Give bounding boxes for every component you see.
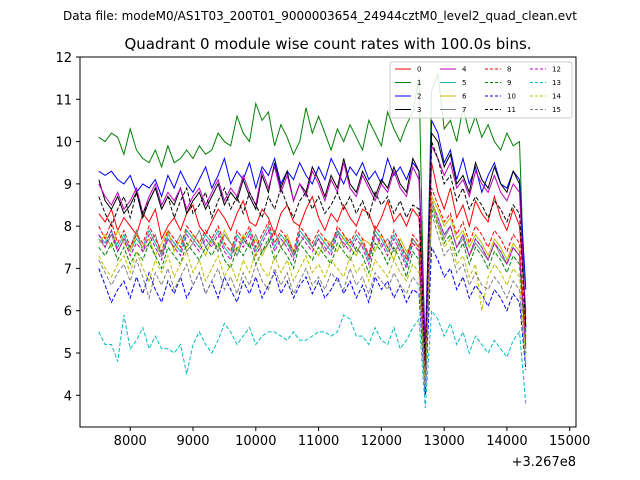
y-tick-label: 11 — [55, 93, 72, 108]
x-tick-label: 14000 — [486, 434, 527, 449]
legend-label-11: 11 — [507, 106, 516, 114]
x-offset-label: +3.267e8 — [512, 455, 576, 470]
legend-label-13: 13 — [552, 79, 561, 87]
y-axis: 4 5 6 7 8 9 10 11 12 — [55, 51, 80, 404]
series-line-12 — [98, 200, 527, 383]
legend-label-14: 14 — [552, 93, 561, 101]
legend-label-15: 15 — [552, 106, 561, 114]
series-line-15 — [98, 213, 527, 392]
x-tick-label: 10000 — [235, 434, 276, 449]
legend-label-8: 8 — [507, 66, 511, 74]
chart-title: Quadrant 0 module wise count rates with … — [124, 35, 531, 53]
series-line-3 — [98, 131, 527, 362]
legend-label-5: 5 — [462, 79, 466, 87]
legend-label-1: 1 — [417, 79, 421, 87]
series-line-4 — [98, 145, 527, 354]
x-tick-label: 11000 — [298, 434, 339, 449]
series-line-0 — [98, 162, 527, 354]
legend-box — [389, 61, 573, 119]
x-tick-label: 12000 — [361, 434, 402, 449]
x-tick-label: 8000 — [114, 434, 147, 449]
x-tick-label: 13000 — [423, 434, 464, 449]
y-tick-label: 6 — [64, 305, 72, 320]
series-line-8 — [98, 187, 527, 379]
series-line-14 — [98, 196, 527, 387]
y-tick-label: 4 — [64, 389, 72, 404]
y-tick-label: 9 — [64, 178, 72, 193]
plot-lines — [98, 73, 527, 409]
series-line-13 — [98, 309, 527, 409]
legend-label-2: 2 — [417, 93, 421, 101]
x-tick-label: 9000 — [176, 434, 209, 449]
plot-frame — [79, 56, 577, 428]
series-line-9 — [98, 209, 527, 392]
legend-label-0: 0 — [417, 66, 421, 74]
legend-label-4: 4 — [462, 66, 467, 74]
legend-label-7: 7 — [462, 106, 466, 114]
legend-label-6: 6 — [462, 93, 467, 101]
series-line-2 — [98, 120, 527, 345]
y-tick-label: 5 — [64, 347, 72, 362]
legend-label-3: 3 — [417, 106, 421, 114]
y-tick-label: 8 — [64, 220, 72, 235]
x-tick-label: 15000 — [549, 434, 590, 449]
series-line-10 — [98, 247, 527, 396]
legend-label-9: 9 — [507, 79, 511, 87]
y-tick-label: 7 — [64, 262, 72, 277]
legend-label-12: 12 — [552, 66, 561, 74]
series-line-11 — [98, 141, 527, 366]
chart-suptitle: Data file: modeM0/AS1T03_200T01_90000036… — [63, 9, 577, 23]
y-tick-label: 10 — [55, 136, 72, 151]
series-line-1 — [98, 73, 527, 375]
y-tick-label: 12 — [55, 51, 72, 66]
legend-label-10: 10 — [507, 93, 516, 101]
x-axis: 8000 9000 10000 11000 12000 13000 14000 15000 — [114, 427, 590, 449]
